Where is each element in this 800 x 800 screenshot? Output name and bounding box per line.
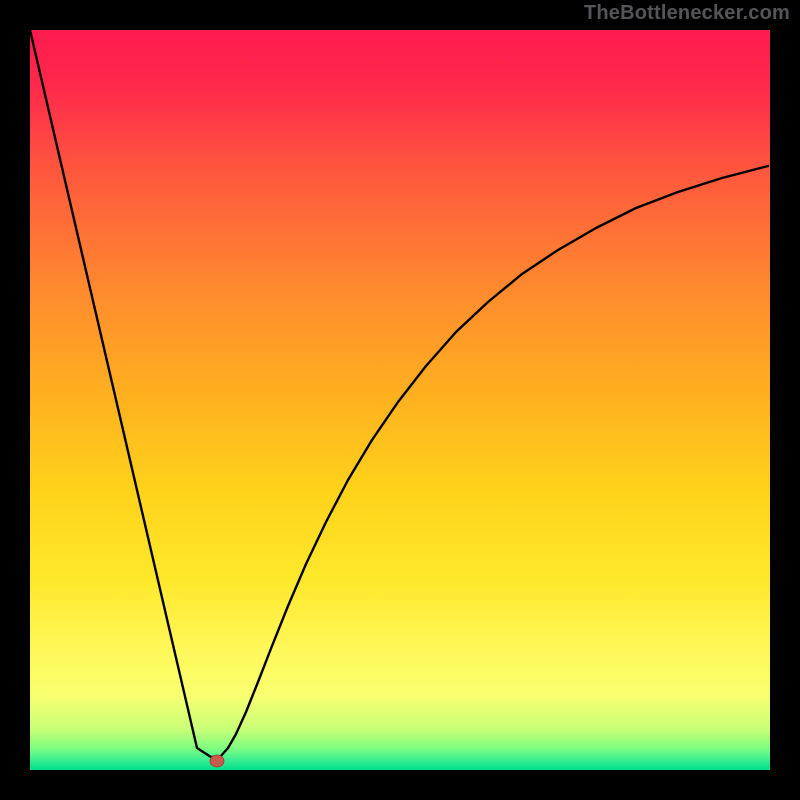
attribution-label: TheBottlenecker.com	[584, 2, 790, 25]
plot-svg	[30, 30, 770, 770]
chart-frame: TheBottlenecker.com	[0, 0, 800, 800]
plot-area	[30, 30, 770, 770]
optimum-marker	[210, 755, 224, 767]
